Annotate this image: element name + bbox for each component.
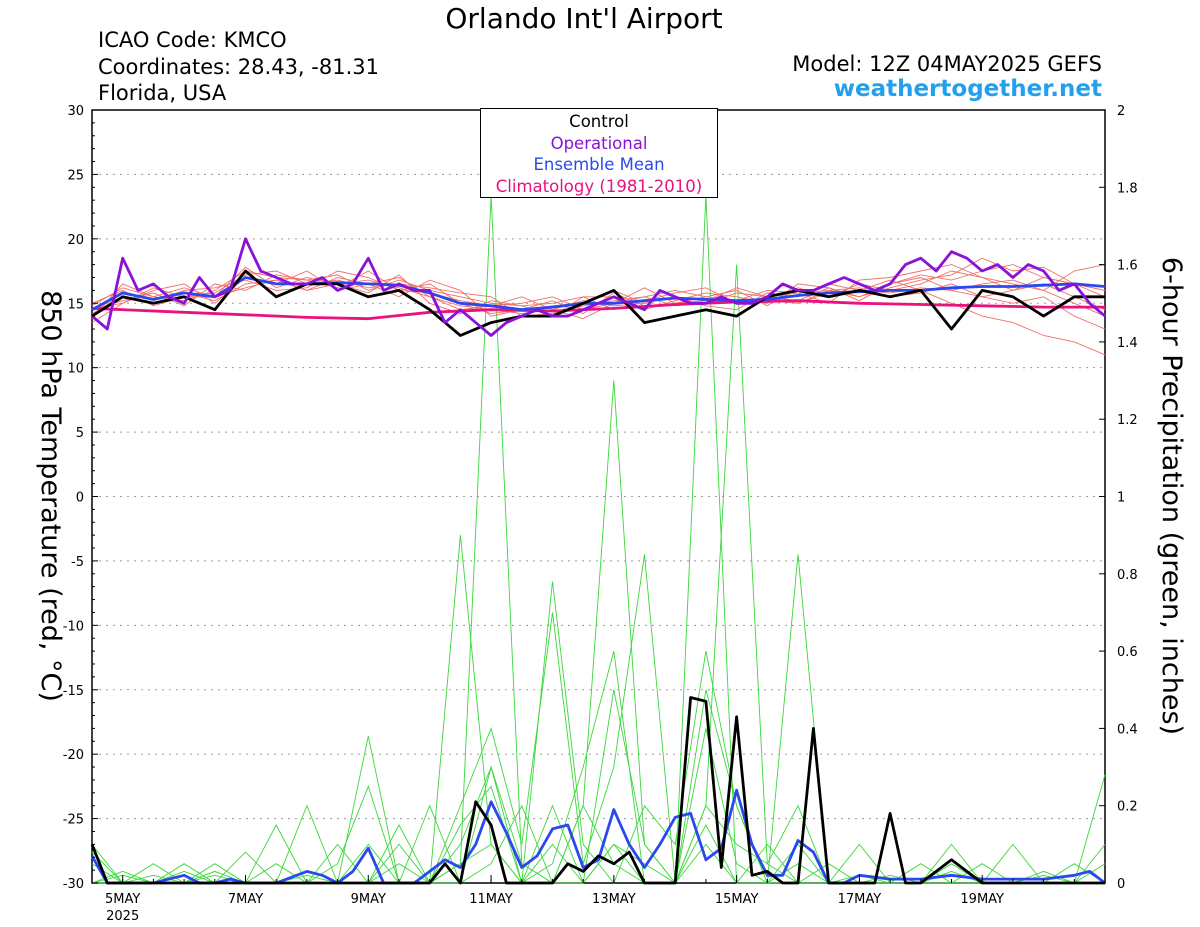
site-link[interactable]: weathertogether.net bbox=[833, 76, 1102, 102]
left-tick-label: -5 bbox=[71, 555, 84, 570]
x-tick-label: 13MAY bbox=[592, 892, 636, 907]
legend-ensemble-mean: Ensemble Mean bbox=[533, 155, 665, 174]
right-tick-label: 0.6 bbox=[1117, 645, 1138, 660]
icao-code: ICAO Code: KMCO bbox=[98, 28, 287, 52]
x-tick-label: 11MAY bbox=[469, 892, 513, 907]
location: Florida, USA bbox=[98, 81, 227, 105]
right-tick-label: 1.6 bbox=[1117, 259, 1138, 274]
x-tick-label: 19MAY bbox=[960, 892, 1004, 907]
x-year-label: 2025 bbox=[106, 909, 139, 924]
x-tick-label: 5MAY bbox=[105, 892, 140, 907]
legend-climatology: Climatology (1981-2010) bbox=[495, 176, 703, 196]
left-tick-label: 10 bbox=[67, 362, 84, 377]
model-run: Model: 12Z 04MAY2025 GEFS bbox=[792, 52, 1102, 76]
left-axis-label: 850 hPa Temperature (red, °C) bbox=[35, 290, 66, 702]
x-tick-label: 9MAY bbox=[351, 892, 386, 907]
left-tick-label: 20 bbox=[67, 233, 84, 248]
left-tick-label: -20 bbox=[63, 748, 84, 763]
left-tick-label: 25 bbox=[67, 168, 84, 183]
precip-member-line bbox=[92, 765, 1106, 885]
right-tick-label: 1.2 bbox=[1117, 413, 1138, 428]
control-temperature-line bbox=[91, 269, 1105, 337]
legend: Control Operational Ensemble Mean Climat… bbox=[480, 108, 718, 198]
right-axis-label: 6-hour Precipitation (green, inches) bbox=[1156, 257, 1187, 735]
coordinates: Coordinates: 28.43, -81.31 bbox=[98, 55, 379, 79]
grid-lines bbox=[92, 173, 1105, 820]
axes: 302520151050-5-10-15-20-25-3021.81.61.41… bbox=[63, 104, 1138, 924]
left-tick-label: -10 bbox=[63, 619, 84, 634]
right-tick-label: 0.2 bbox=[1117, 800, 1138, 815]
page-title: Orlando Int'l Airport bbox=[445, 2, 723, 35]
left-tick-label: 15 bbox=[67, 297, 84, 312]
left-tick-label: 0 bbox=[76, 491, 84, 506]
control-precipitation-line bbox=[90, 696, 1105, 885]
right-tick-label: 1.4 bbox=[1117, 336, 1138, 351]
left-tick-label: -25 bbox=[63, 813, 84, 828]
right-tick-label: 2 bbox=[1117, 104, 1125, 119]
legend-control: Control bbox=[569, 112, 629, 131]
left-tick-label: 30 bbox=[67, 104, 84, 119]
right-tick-label: 1.8 bbox=[1117, 181, 1138, 196]
left-tick-label: 5 bbox=[76, 426, 84, 441]
x-tick-label: 7MAY bbox=[228, 892, 263, 907]
legend-operational: Operational bbox=[550, 133, 648, 153]
right-tick-label: 0.4 bbox=[1117, 722, 1138, 737]
right-tick-label: 0.8 bbox=[1117, 568, 1138, 583]
left-tick-label: -30 bbox=[63, 877, 84, 892]
right-tick-label: 1 bbox=[1117, 491, 1125, 506]
ensemble-mean-precipitation-line bbox=[90, 788, 1106, 885]
right-tick-label: 0 bbox=[1117, 877, 1125, 892]
main-series bbox=[90, 237, 1106, 885]
left-tick-label: -15 bbox=[63, 684, 84, 699]
operational-temperature-line bbox=[91, 237, 1106, 337]
x-tick-label: 17MAY bbox=[838, 892, 882, 907]
x-tick-label: 15MAY bbox=[715, 892, 759, 907]
